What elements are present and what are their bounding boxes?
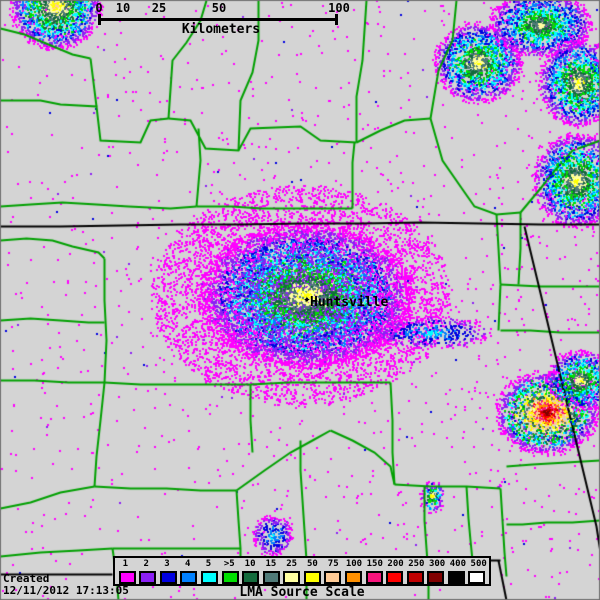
legend-swatch-cell-300[interactable] [425, 570, 446, 584]
legend-label-5: 5 [205, 559, 212, 569]
legend-label-2: 2 [143, 559, 149, 569]
legend-swatch-250 [406, 570, 424, 584]
legend-swatch-cell-5[interactable] [199, 570, 220, 584]
legend-label-200: 200 [387, 559, 404, 569]
legend-label-50: 50 [307, 559, 318, 569]
created-stamp: Created 12/11/2012 17:13:05 [3, 573, 129, 597]
legend-label-25: 25 [286, 559, 298, 569]
legend-swatch-200 [386, 570, 404, 584]
legend-label-500: 500 [470, 559, 487, 569]
legend-label-400: 400 [449, 559, 467, 569]
legend-swatch-5 [201, 570, 219, 584]
created-timestamp: 12/11/2012 17:13:05 [3, 584, 129, 597]
legend-swatch-cell-2[interactable] [138, 570, 159, 584]
legend-swatch-cell-150[interactable] [364, 570, 385, 584]
legend-label-300: 300 [428, 559, 446, 569]
legend-label-10: 10 [244, 559, 256, 569]
legend-swatch-cell-10[interactable] [240, 570, 261, 584]
legend-swatch-cell-1[interactable] [117, 570, 138, 584]
legend-swatch-2 [139, 570, 157, 584]
legend-label-250: 250 [408, 559, 425, 569]
legend-swatch-3 [159, 570, 177, 584]
legend-label-3: 3 [164, 559, 170, 569]
legend-swatch-cell-500[interactable] [467, 570, 488, 584]
legend-swatch-cell-50[interactable] [302, 570, 323, 584]
city-star-icon: ✦ [303, 292, 311, 307]
legend-label-150: 150 [366, 559, 383, 569]
color-scale-legend: 1 2 3 4 5 >5 10 15 25 50 75 100 150 200 250 300 400 500 [113, 556, 491, 586]
legend-swatch-cell-15[interactable] [261, 570, 282, 584]
legend-swatch-cell-3[interactable] [158, 570, 179, 584]
legend-label-100: 100 [345, 559, 363, 569]
legend-label-75: 75 [327, 559, 339, 569]
legend-swatch-100 [344, 570, 362, 584]
legend-swatch-300 [427, 570, 445, 584]
legend-label-1: 1 [122, 559, 129, 569]
legend-swatch-cell-250[interactable] [405, 570, 426, 584]
legend-swatch-50 [303, 570, 321, 584]
legend-swatch-75 [324, 570, 342, 584]
legend-swatch-400 [447, 570, 465, 584]
legend-swatch-25 [283, 570, 301, 584]
legend-swatch-cell-100[interactable] [343, 570, 364, 584]
legend-swatches-row [115, 570, 489, 584]
legend-swatch-cell-200[interactable] [384, 570, 405, 584]
scale-bar-caption: Kilometers [181, 22, 261, 37]
legend-swatch-cell-75[interactable] [323, 570, 344, 584]
legend-swatch-cell-25[interactable] [282, 570, 303, 584]
city-label-huntsville: Huntsville [310, 295, 389, 310]
legend-label-15: 15 [265, 559, 277, 569]
legend-label-gt5: >5 [223, 559, 235, 569]
created-label: Created [3, 572, 50, 585]
legend-swatch-15 [262, 570, 280, 584]
legend-swatch-gt5 [221, 570, 239, 584]
legend-swatch-cell-4[interactable] [179, 570, 200, 584]
legend-swatch-10 [242, 570, 260, 584]
legend-swatch-500 [468, 570, 486, 584]
legend-swatch-4 [180, 570, 198, 584]
legend-swatch-cell-400[interactable] [446, 570, 467, 584]
legend-title: LMA Source Scale [239, 585, 365, 600]
legend-label-4: 4 [185, 559, 191, 569]
legend-swatch-cell-gt5[interactable] [220, 570, 241, 584]
legend-swatch-150 [365, 570, 383, 584]
legend-labels-row: 1 2 3 4 5 >5 10 15 25 50 75 100 150 200 250 300 400 500 [115, 558, 489, 570]
legend-swatch-1 [118, 570, 136, 584]
